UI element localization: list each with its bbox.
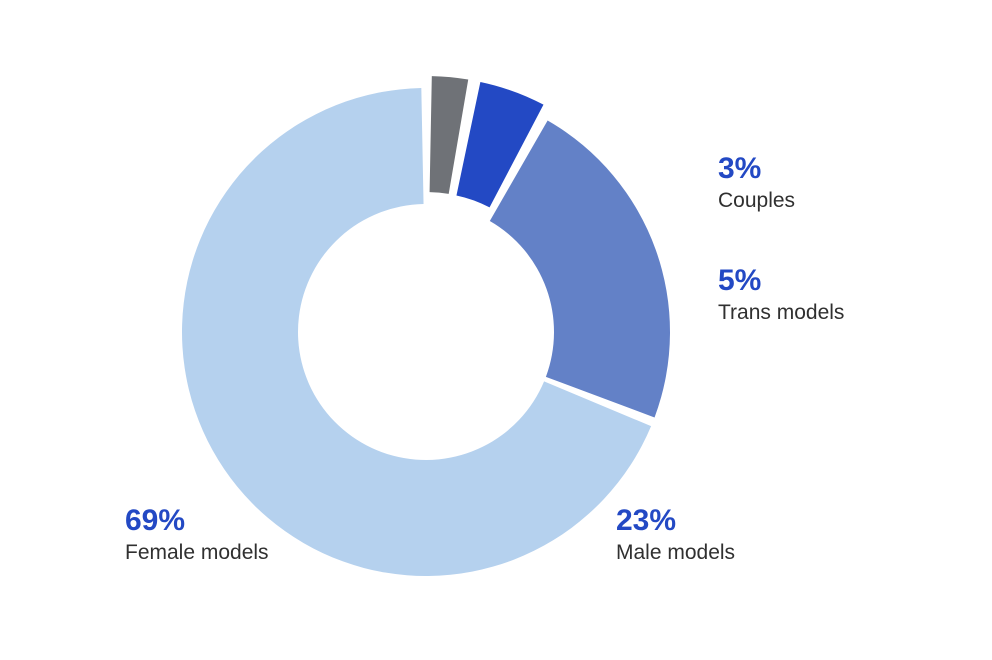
name-couples: Couples (718, 188, 795, 214)
name-male: Male models (616, 540, 735, 566)
percent-trans: 5% (718, 262, 844, 300)
label-male: 23%Male models (616, 502, 735, 566)
slice-male (490, 120, 670, 417)
percent-couples: 3% (718, 150, 795, 188)
name-trans: Trans models (718, 300, 844, 326)
label-couples: 3%Couples (718, 150, 795, 214)
percent-female: 69% (125, 502, 269, 540)
percent-male: 23% (616, 502, 735, 540)
label-female: 69%Female models (125, 502, 269, 566)
label-trans: 5%Trans models (718, 262, 844, 326)
donut-chart: 3%Couples 5%Trans models 23%Male models 69%… (0, 0, 992, 660)
name-female: Female models (125, 540, 269, 566)
